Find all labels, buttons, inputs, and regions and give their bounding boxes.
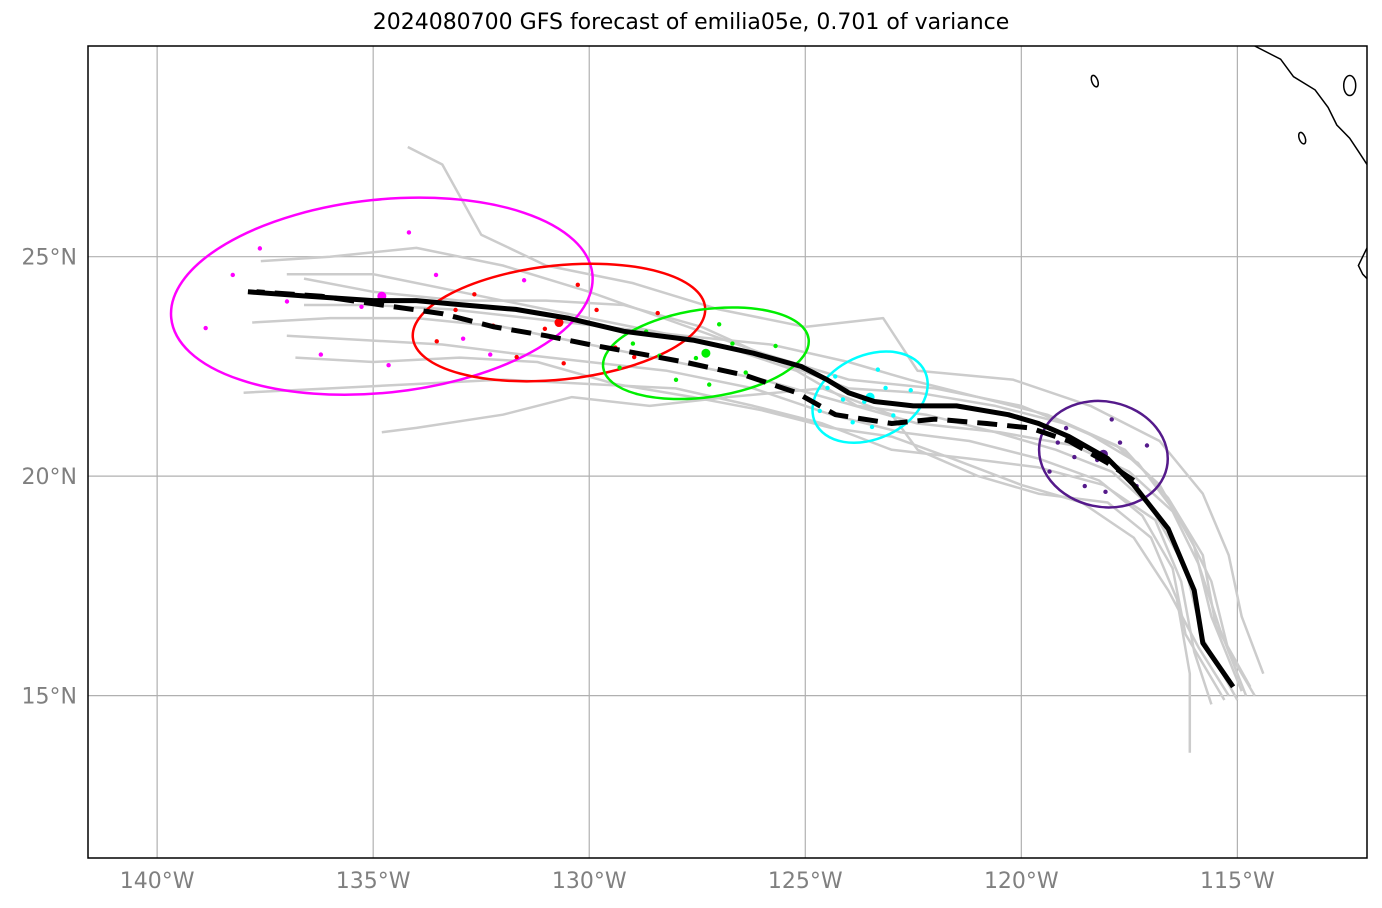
ensemble-track	[260, 246, 1256, 697]
lat-tick-label: 25°N	[22, 246, 77, 271]
cluster-ellipse	[1037, 399, 1170, 509]
cluster-point	[869, 424, 875, 430]
cluster-point	[488, 352, 493, 357]
plot-area	[169, 46, 1367, 753]
cluster-ellipse	[411, 262, 707, 383]
cluster-point	[875, 367, 881, 372]
cluster-point	[632, 354, 637, 360]
ensemble-track	[295, 356, 1230, 697]
cluster-point	[433, 272, 439, 278]
island	[1342, 74, 1357, 97]
cluster-point	[630, 341, 636, 346]
lon-tick-label: 115°W	[1200, 869, 1275, 894]
cluster-point	[1103, 489, 1108, 495]
cluster-ellipse	[169, 196, 594, 396]
coastline	[1254, 46, 1367, 165]
dashed-track	[256, 289, 1136, 483]
cluster-point	[521, 278, 527, 283]
cluster-point	[1072, 454, 1077, 460]
cluster-point	[1109, 417, 1114, 422]
cluster-point	[1082, 483, 1087, 489]
cluster-point	[1055, 440, 1060, 445]
mean-track	[247, 289, 1236, 689]
cluster-point	[230, 272, 235, 278]
lon-tick-label: 125°W	[768, 869, 843, 894]
cluster-point	[542, 326, 548, 331]
cluster-point	[743, 370, 748, 375]
cluster-point	[891, 413, 896, 418]
lat-tick-label: 20°N	[22, 465, 77, 490]
cluster-point	[318, 352, 324, 357]
cluster-point	[257, 246, 263, 251]
cluster-point	[716, 322, 722, 327]
cluster-point	[730, 341, 735, 346]
cluster-point	[359, 304, 364, 310]
cluster-point	[561, 361, 566, 366]
chart-title: 2024080700 GFS forecast of emilia05e, 0.…	[372, 10, 1010, 35]
ensemble-track	[303, 277, 1252, 688]
cluster-point	[284, 299, 290, 304]
cluster-point	[833, 374, 838, 379]
cluster-center	[554, 318, 564, 328]
cluster-point	[575, 282, 580, 288]
cluster-point	[773, 343, 778, 349]
ensemble-track	[243, 378, 1213, 705]
cluster-point	[825, 385, 830, 391]
cluster-point	[817, 408, 822, 414]
cluster-point	[434, 339, 439, 344]
cluster-point	[1047, 469, 1052, 474]
cluster-point	[594, 307, 599, 313]
cluster-point	[203, 325, 208, 331]
lon-tick-label: 140°W	[120, 869, 195, 894]
cluster-point	[883, 385, 888, 391]
cluster-point	[406, 230, 412, 235]
lat-tick-label: 15°N	[22, 685, 77, 710]
cluster-point	[514, 354, 519, 360]
ensemble-track	[286, 334, 1226, 701]
cluster-point	[472, 292, 477, 297]
cluster-ellipse	[601, 306, 811, 401]
coastline	[1357, 247, 1367, 280]
ensemble-track	[286, 272, 1239, 701]
cluster-point	[617, 365, 622, 370]
plot-frame	[87, 45, 1368, 859]
cluster-point	[707, 382, 712, 387]
ensemble-track	[252, 316, 1248, 697]
lon-tick-label: 130°W	[552, 869, 627, 894]
cluster-point	[908, 388, 913, 393]
cluster-point	[460, 336, 466, 341]
cluster-point	[840, 397, 846, 402]
cluster-point	[673, 377, 679, 382]
cluster-point	[850, 420, 855, 425]
ensemble-track	[407, 145, 1265, 675]
island	[1090, 74, 1100, 88]
cluster-point	[453, 307, 458, 313]
cluster-ellipse	[811, 350, 929, 445]
cluster-point	[655, 310, 660, 316]
lon-tick-label: 135°W	[336, 869, 411, 894]
island	[1297, 131, 1307, 145]
lon-tick-label: 120°W	[984, 869, 1059, 894]
cluster-point	[1063, 425, 1069, 431]
cluster-point	[386, 363, 391, 368]
cluster-center	[701, 348, 711, 358]
cluster-point	[1117, 440, 1123, 445]
cluster-point	[693, 355, 699, 361]
cluster-point	[1144, 443, 1150, 448]
